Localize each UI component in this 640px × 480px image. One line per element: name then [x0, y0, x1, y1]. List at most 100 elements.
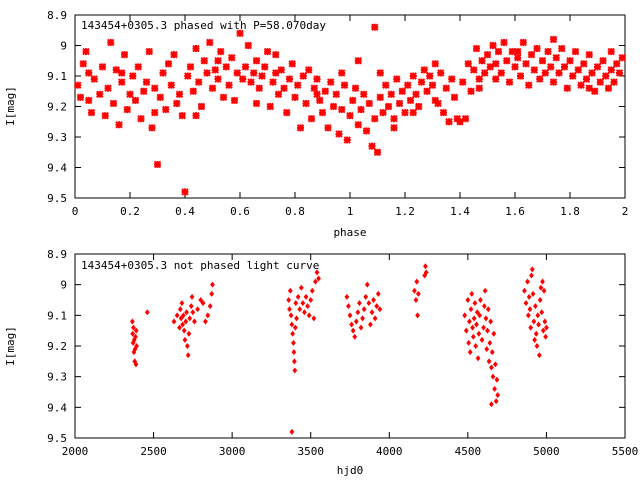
data-point	[448, 75, 456, 83]
data-point	[585, 84, 593, 92]
data-point	[555, 69, 563, 77]
data-point	[519, 38, 527, 47]
data-point	[192, 44, 200, 53]
data-point	[558, 44, 566, 53]
data-point	[404, 81, 412, 89]
data-point	[255, 84, 263, 92]
data-point	[300, 300, 306, 307]
data-point	[280, 84, 288, 92]
data-point	[529, 272, 534, 279]
data-point	[145, 47, 153, 56]
data-point	[305, 66, 313, 74]
data-point	[373, 148, 382, 156]
data-point	[104, 84, 112, 92]
data-point	[151, 84, 159, 92]
data-point	[511, 63, 519, 71]
data-point	[357, 300, 362, 307]
data-point	[294, 81, 302, 89]
data-point	[593, 63, 602, 71]
data-point	[475, 355, 481, 362]
data-point	[144, 309, 150, 316]
data-point	[591, 87, 599, 95]
data-point	[431, 60, 439, 68]
data-point	[483, 315, 489, 322]
data-point	[350, 327, 356, 334]
x-tick-label: 0.4	[175, 205, 195, 218]
data-point	[525, 81, 533, 89]
data-point	[560, 63, 569, 71]
data-point	[178, 315, 184, 322]
data-point	[153, 160, 162, 169]
x-tick-label: 2	[622, 205, 629, 218]
x-tick-label: 1.8	[560, 205, 580, 218]
y-tick-label: 9.1	[47, 70, 67, 83]
data-point	[493, 398, 499, 405]
data-point	[479, 336, 485, 343]
data-point	[197, 102, 206, 111]
data-point	[133, 361, 139, 368]
y-tick-label: 9.1	[47, 309, 67, 322]
data-point	[131, 96, 140, 105]
data-point	[417, 78, 426, 86]
data-point	[244, 41, 252, 50]
data-point	[98, 63, 107, 71]
data-point	[131, 324, 136, 331]
data-point	[181, 312, 186, 319]
data-point	[465, 297, 471, 303]
data-point	[164, 60, 173, 68]
data-point	[230, 96, 239, 105]
x-tick-label: 0.2	[120, 205, 140, 218]
data-point	[384, 102, 393, 111]
data-point	[456, 118, 464, 126]
data-point	[361, 306, 367, 313]
data-point	[357, 105, 365, 114]
unphased-title: 143454+0305.3 not phased light curve	[81, 259, 319, 272]
data-point	[543, 333, 549, 340]
data-point	[477, 312, 483, 319]
data-point	[189, 87, 197, 95]
data-point	[295, 293, 301, 300]
data-point	[401, 108, 409, 117]
data-point	[549, 78, 558, 86]
data-point	[173, 99, 181, 108]
phased-panel: 0 0.2 0.4 0.6 0.8 1 1.2 1.4 1.6 1.8 2 8.9 9 9.1 9.2 9.…	[4, 9, 628, 239]
data-point	[343, 136, 351, 144]
data-point	[263, 47, 272, 56]
data-point	[607, 66, 615, 74]
data-point	[368, 321, 373, 328]
data-point	[186, 63, 195, 71]
data-point	[409, 72, 417, 80]
data-point	[486, 63, 494, 71]
x-tick-label: 0.6	[230, 205, 250, 218]
data-point	[528, 324, 534, 331]
data-point	[485, 327, 490, 334]
data-point	[415, 290, 421, 297]
data-point	[476, 330, 482, 337]
data-point	[497, 69, 505, 77]
data-point	[505, 78, 514, 86]
data-point	[481, 324, 486, 331]
data-point	[423, 87, 431, 95]
data-point	[347, 312, 353, 319]
x-tick-label: 1	[347, 205, 354, 218]
data-point	[409, 108, 417, 117]
data-point	[258, 72, 266, 80]
data-point	[298, 284, 304, 291]
data-point	[363, 293, 369, 300]
data-point	[569, 72, 577, 80]
unphased-data-points	[129, 263, 549, 435]
data-point	[423, 263, 428, 270]
unphased-x-label: hjd0	[337, 464, 364, 477]
data-point	[473, 343, 479, 349]
data-point	[437, 69, 445, 77]
data-point	[126, 90, 134, 99]
data-point	[115, 121, 123, 129]
data-point	[566, 57, 574, 65]
data-point	[541, 287, 547, 294]
data-point	[302, 99, 310, 108]
data-point	[318, 108, 327, 117]
data-point	[412, 287, 417, 294]
data-point	[188, 303, 194, 310]
data-point	[488, 318, 494, 325]
data-point	[472, 300, 478, 307]
